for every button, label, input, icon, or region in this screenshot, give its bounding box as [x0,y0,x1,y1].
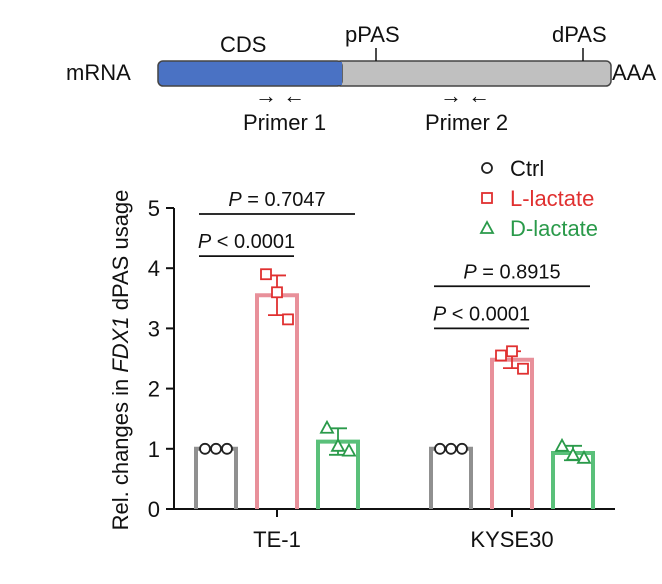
ppas-label: pPAS [345,22,400,47]
cds-label: CDS [220,32,266,57]
data-point [506,345,518,358]
legend-entry: Ctrl [510,156,544,181]
cds-cover [336,62,342,85]
y-tick-label: 3 [148,316,160,341]
bar [194,446,238,509]
legend-entry: D-lactate [510,216,598,241]
legend: Ctrl L-lactate D-lactate [479,156,598,241]
data-point [199,442,211,455]
mrna-diagram: mRNA AAA CDS pPAS dPAS → ← Primer 1 → ← … [66,22,656,135]
data-point [330,437,346,452]
data-point [434,442,446,455]
legend-marker [481,192,493,204]
data-point [517,362,529,375]
data-point [576,449,592,464]
data-point [271,286,283,299]
data-point [554,437,570,452]
bar-chart: Rel. changes in FDX1 dPAS usage 0 1 2 3 4 5 TE… [108,156,615,552]
data-point [210,442,222,455]
x-tick-label: KYSE30 [470,527,553,552]
data-point [282,313,294,326]
data-point [341,442,357,457]
data-points [199,268,592,464]
primer1-label: Primer 1 [243,110,326,135]
legend-marker [481,162,493,174]
legend-entry: L-lactate [510,186,594,211]
bar [255,293,299,509]
primer2-arrows: → ← [440,83,490,108]
data-point [319,419,335,434]
y-tick-label: 5 [148,196,160,221]
axes: 0 1 2 3 4 5 TE-1 KYSE30 [148,196,615,552]
legend-marker [479,220,495,234]
dpas-label: dPAS [552,22,607,47]
x-tick-label: TE-1 [253,527,301,552]
data-point [456,442,468,455]
y-tick-label: 0 [148,497,160,522]
primer1-arrows: → ← [255,83,305,108]
p-value-label: P = 0.8915 [463,261,560,283]
p-value-label: P < 0.0001 [198,231,295,253]
p-value-label: P < 0.0001 [433,303,530,325]
y-tick-label: 4 [148,256,160,281]
data-point [495,349,507,362]
bar [429,446,473,509]
primer2-label: Primer 2 [425,110,508,135]
data-point [565,446,581,461]
cds-segment [157,60,343,87]
tail-label: AAA [612,60,656,85]
bars [194,274,595,509]
data-point [221,442,233,455]
y-axis-label: Rel. changes in FDX1 dPAS usage [108,190,133,531]
significance-annotations: P = 0.7047 P < 0.0001 P = 0.8915 P < 0.0001 [198,189,590,330]
y-tick-label: 2 [148,377,160,402]
p-value-label: P = 0.7047 [228,189,325,211]
bar [490,357,534,509]
y-tick-label: 1 [148,437,160,462]
data-point [260,268,272,281]
data-point [445,442,457,455]
mrna-label: mRNA [66,60,131,85]
